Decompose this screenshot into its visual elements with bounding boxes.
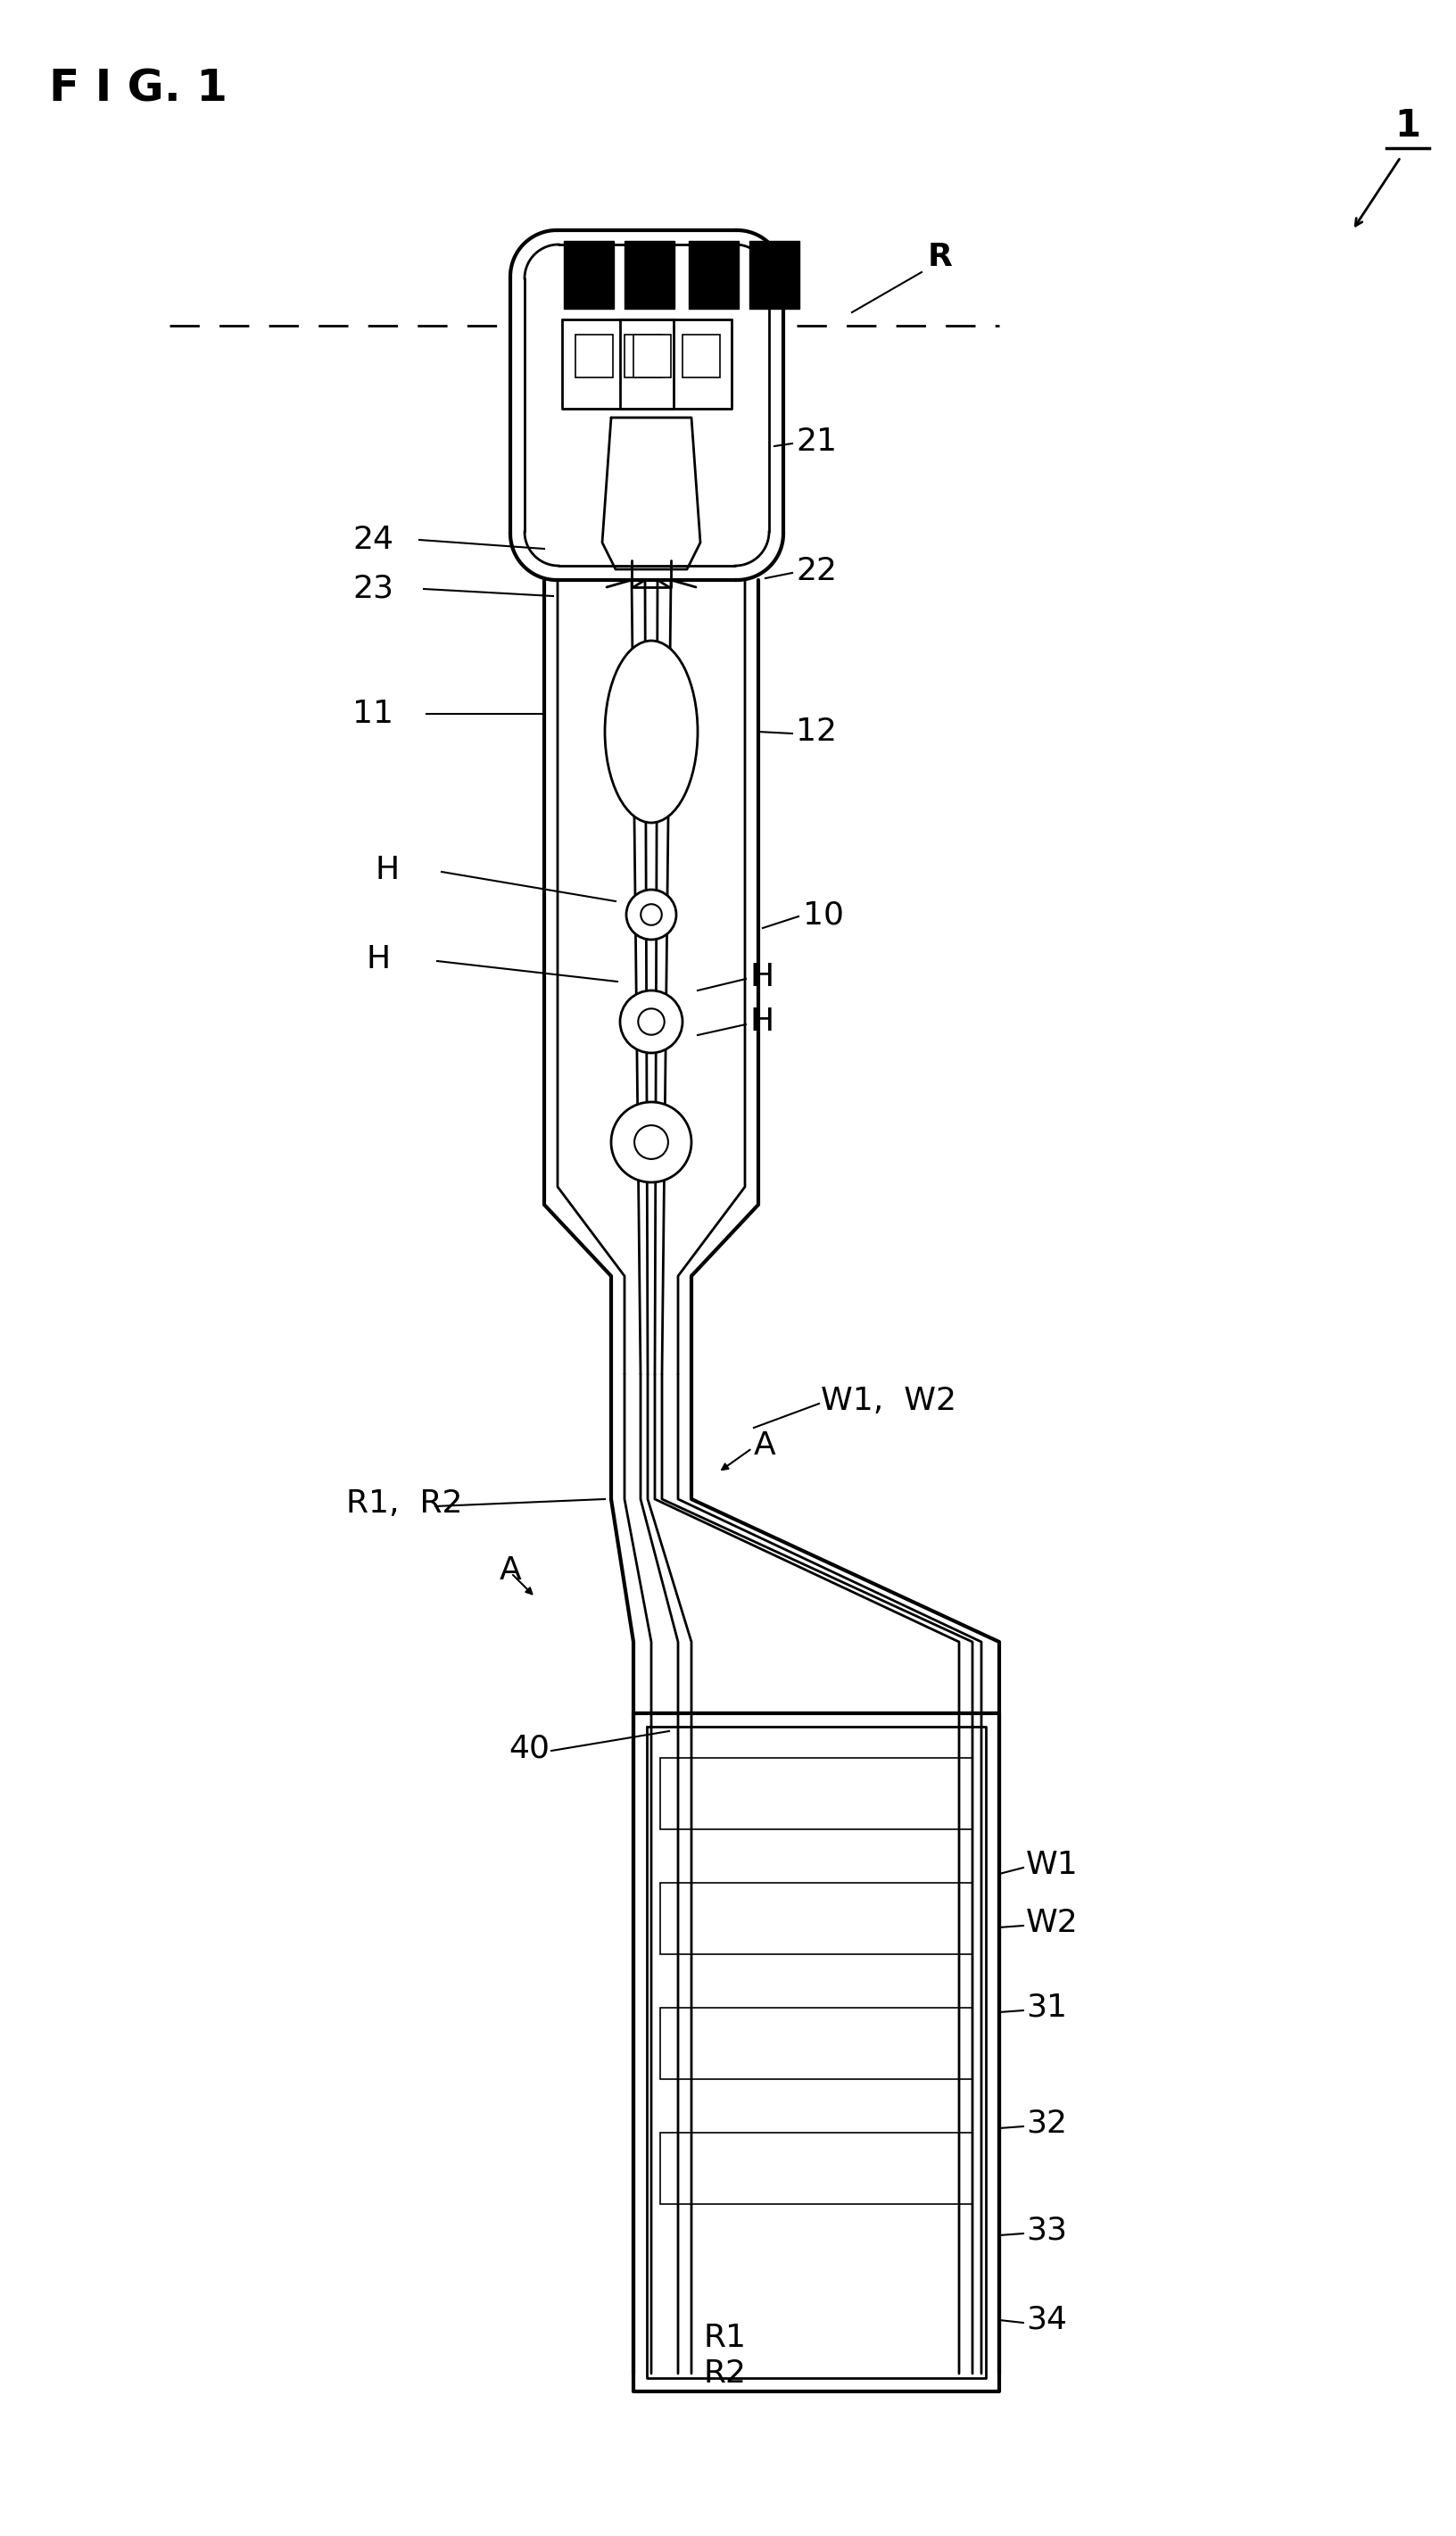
Ellipse shape [604,642,697,822]
Bar [660,1882,973,1955]
Text: H: H [365,943,390,974]
Text: R1,  R2: R1, R2 [347,1489,463,1519]
Bar [633,335,671,378]
Circle shape [620,992,683,1052]
Text: 21: 21 [796,426,837,456]
Text: W1,  W2: W1, W2 [821,1385,957,1415]
Text: R2: R2 [703,2358,745,2389]
Text: H: H [750,961,773,992]
Text: F I G. 1: F I G. 1 [50,66,227,109]
Text: 24: 24 [352,525,393,555]
Bar [563,241,614,309]
Text: 12: 12 [796,718,837,748]
Bar [575,335,613,378]
Text: 31: 31 [1026,1993,1067,2024]
Text: A: A [499,1555,521,1585]
Text: 34: 34 [1026,2305,1067,2336]
Text: W1: W1 [1026,1849,1079,1879]
Text: R1: R1 [703,2323,745,2353]
Circle shape [626,890,676,941]
Bar [750,241,799,309]
Text: 40: 40 [508,1735,549,1765]
Bar [660,2133,973,2204]
Text: H: H [750,1007,773,1037]
Text: H: H [374,855,399,885]
Bar [683,335,719,378]
Bar [689,241,738,309]
Circle shape [638,1009,664,1035]
Bar [625,241,674,309]
Text: 10: 10 [802,900,844,931]
Text: A: A [754,1430,776,1461]
Text: W2: W2 [1026,1907,1079,1938]
Text: 1: 1 [1395,107,1421,145]
Circle shape [635,1126,668,1159]
Text: 32: 32 [1026,2107,1067,2138]
Bar [625,335,662,378]
Text: 22: 22 [796,555,837,586]
Circle shape [612,1103,692,1182]
Text: 11: 11 [352,700,393,728]
Text: R: R [927,241,952,271]
Text: 23: 23 [352,573,393,604]
Bar [660,1757,973,1828]
Circle shape [641,905,662,926]
Bar [660,2009,973,2080]
Text: 33: 33 [1026,2216,1067,2247]
